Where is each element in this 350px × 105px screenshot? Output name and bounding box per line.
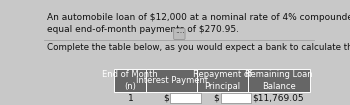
- Bar: [114, 69, 146, 92]
- Text: Interest Payment: Interest Payment: [136, 76, 208, 85]
- Text: 1: 1: [127, 94, 133, 103]
- Text: equal end-of-month payments of $270.95.: equal end-of-month payments of $270.95.: [47, 25, 239, 34]
- Text: End of Month
(n): End of Month (n): [103, 70, 158, 91]
- Text: Remaining Loan
Balance: Remaining Loan Balance: [245, 70, 312, 91]
- Text: An automobile loan of $12,000 at a nominal rate of 4% compounded monthly for 48 : An automobile loan of $12,000 at a nomin…: [47, 13, 350, 22]
- Bar: [247, 69, 310, 92]
- Text: $: $: [214, 94, 219, 103]
- Bar: [221, 93, 251, 103]
- Text: $: $: [163, 94, 169, 103]
- Text: $11,769.05: $11,769.05: [253, 94, 304, 103]
- Text: ····: ····: [175, 30, 184, 38]
- Bar: [146, 69, 197, 92]
- Bar: [170, 93, 201, 103]
- Text: Repayment of
Principal: Repayment of Principal: [193, 70, 252, 91]
- Text: Complete the table below, as you would expect a bank to calculate the values. (R: Complete the table below, as you would e…: [47, 43, 350, 52]
- Bar: [197, 69, 247, 92]
